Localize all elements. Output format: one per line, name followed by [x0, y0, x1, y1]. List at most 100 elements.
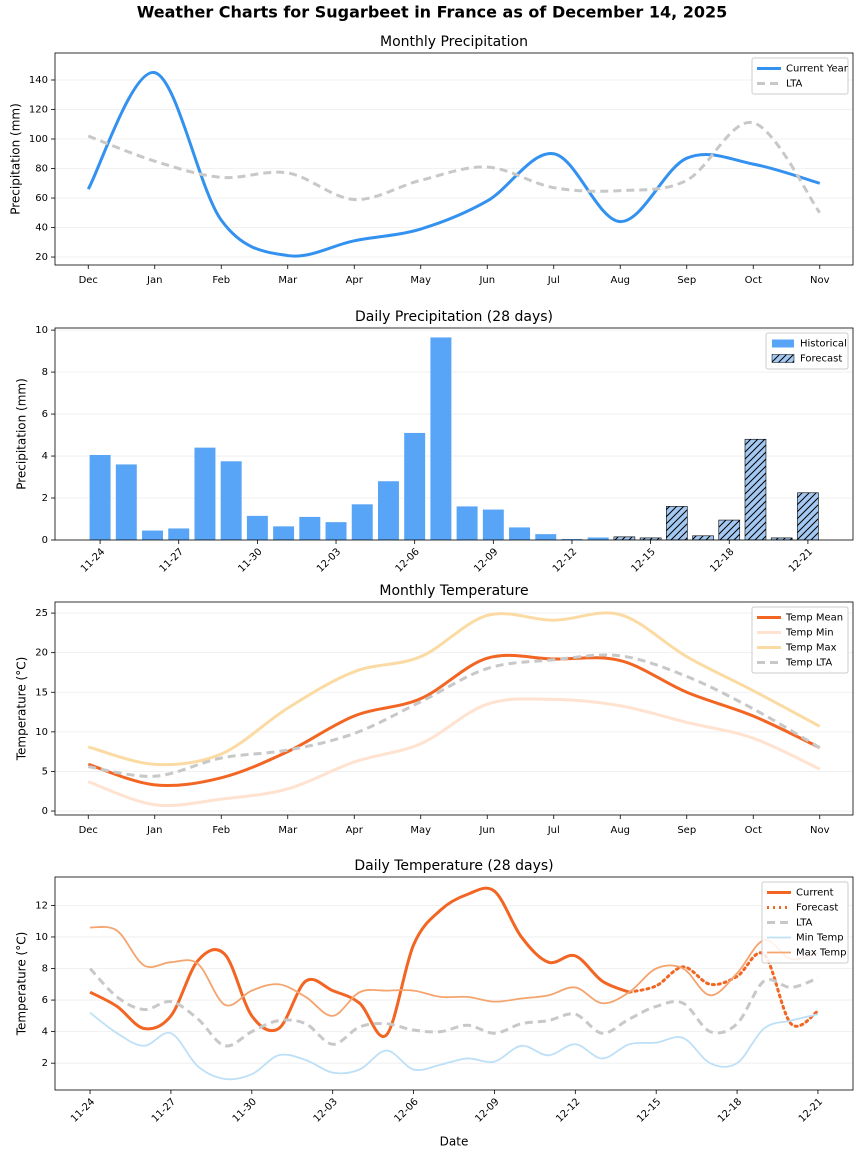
y-tick-label: 10	[35, 932, 48, 943]
x-tick-label: 12-09	[473, 1096, 501, 1124]
y-tick-label: 5	[42, 766, 48, 777]
bar	[325, 522, 347, 540]
x-tick-label: 12-06	[394, 546, 422, 574]
x-tick-label: Nov	[810, 275, 830, 286]
bar	[168, 528, 190, 540]
y-tick-label: 15	[35, 687, 48, 698]
x-tick-label: Feb	[212, 275, 230, 286]
page-title: Weather Charts for Sugarbeet in France a…	[137, 3, 728, 22]
chart-title: Monthly Precipitation	[380, 34, 528, 50]
y-tick-label: 8	[42, 367, 48, 378]
legend: Current Forecast LTA Min Temp Max Temp	[761, 881, 849, 964]
x-tick-label: 12-18	[708, 546, 736, 574]
legend: Temp Mean Temp Min Temp Max Temp LTA	[751, 606, 849, 674]
legend-label: LTA	[786, 79, 803, 90]
x-tick-label: Aug	[610, 825, 630, 836]
x-tick-label: Sep	[677, 275, 696, 286]
bar	[194, 447, 216, 540]
bar	[797, 492, 819, 540]
bar	[718, 519, 741, 540]
line	[88, 653, 821, 778]
bar	[89, 454, 111, 540]
chart-panel: Monthly Temperature Temperature (°C) 0 5 10 1…	[15, 583, 854, 836]
x-tick-label: 12-15	[635, 1096, 663, 1124]
y-tick-label: 4	[42, 451, 48, 462]
x-tick-label: Jul	[547, 275, 560, 286]
line	[87, 697, 821, 807]
x-tick-label: 12-12	[551, 546, 579, 574]
plot-area	[89, 337, 819, 540]
axes-frame	[54, 876, 854, 1091]
x-tick-label: May	[410, 275, 431, 286]
legend-label: Temp LTA	[785, 658, 832, 669]
x-tick-label: 11-30	[236, 546, 264, 574]
legend: Current Year LTA	[751, 57, 849, 95]
y-tick-label: 4	[42, 1027, 48, 1038]
y-tick-label: 120	[29, 105, 48, 116]
legend-label: Current	[796, 888, 834, 899]
x-tick-label: 12-18	[716, 1096, 744, 1124]
bar	[246, 515, 268, 540]
bar	[666, 506, 688, 540]
x-tick-label: 12-09	[472, 546, 500, 574]
line	[89, 1011, 819, 1081]
plot-area	[86, 71, 821, 258]
y-tick-label: 12	[35, 900, 48, 911]
x-tick-label: Dec	[79, 825, 98, 836]
axes-frame	[54, 601, 854, 816]
x-tick-label: 11-30	[231, 1096, 259, 1124]
y-tick-label: 6	[42, 995, 48, 1006]
x-tick-label: May	[410, 825, 431, 836]
line	[87, 121, 821, 214]
y-axis-label: Temperature (°C)	[15, 932, 29, 1037]
y-tick-label: 40	[35, 223, 48, 234]
x-tick-label: Jan	[146, 825, 162, 836]
x-tick-label: Sep	[677, 825, 696, 836]
y-tick-label: 60	[35, 193, 48, 204]
legend-label: Current Year	[786, 64, 849, 75]
legend-label: Historical	[800, 339, 847, 350]
legend-box	[751, 606, 849, 674]
x-tick-label: 11-24	[69, 1096, 97, 1124]
x-tick-label: Aug	[610, 275, 630, 286]
line	[89, 886, 630, 1039]
y-tick-label: 20	[35, 252, 48, 263]
bar	[456, 506, 478, 540]
x-tick-label: Dec	[79, 275, 98, 286]
chart-title: Monthly Temperature	[379, 583, 528, 599]
bar	[299, 516, 321, 540]
bar	[142, 530, 164, 540]
legend-swatch	[772, 339, 794, 348]
x-tick-label: Feb	[212, 825, 230, 836]
bar	[535, 534, 557, 540]
bar	[639, 537, 662, 540]
x-tick-label: Jun	[478, 275, 495, 286]
chart-title: Daily Precipitation (28 days)	[355, 309, 553, 325]
y-tick-label: 20	[35, 648, 48, 659]
x-tick-label: Nov	[810, 825, 830, 836]
y-tick-label: 2	[42, 1058, 48, 1069]
bar	[770, 537, 793, 540]
y-tick-label: 100	[29, 134, 48, 145]
y-tick-label: 140	[29, 75, 48, 86]
y-axis-label: Temperature (°C)	[15, 657, 29, 762]
x-tick-label: Jun	[478, 825, 495, 836]
y-tick-label: 8	[42, 964, 48, 975]
y-tick-label: 10	[35, 325, 48, 336]
x-tick-label: 12-21	[787, 546, 815, 574]
x-tick-label: 12-06	[392, 1096, 420, 1124]
bar	[115, 464, 137, 540]
bar	[613, 536, 636, 540]
bar	[404, 432, 426, 540]
x-tick-label: Jan	[146, 275, 162, 286]
plot-area	[87, 611, 821, 807]
bar	[692, 535, 714, 540]
legend-label: Temp Mean	[785, 613, 843, 624]
bar	[587, 537, 609, 540]
x-tick-label: Apr	[346, 825, 364, 836]
legend-label: Forecast	[796, 903, 838, 914]
legend-label: Temp Min	[785, 628, 834, 639]
x-tick-label: 11-27	[158, 546, 186, 574]
